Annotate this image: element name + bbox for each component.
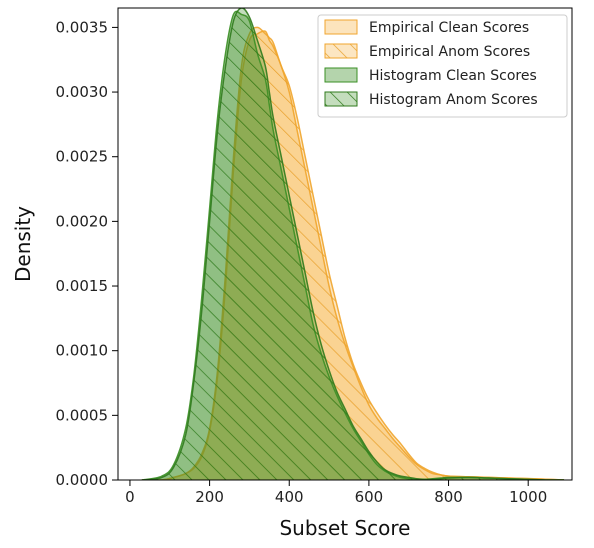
legend: Empirical Clean Scores Empirical Anom Sco… [317, 14, 568, 118]
x-tick-label: 1000 [509, 488, 547, 506]
x-tick-label: 600 [355, 488, 384, 506]
y-axis: 0.0000 0.0005 0.0010 0.0015 0.0020 0.0025 0.00… [56, 18, 118, 489]
y-tick-label: 0.0030 [56, 83, 109, 101]
plot-frame [117, 7, 573, 481]
legend-label: Empirical Clean Scores [369, 20, 529, 36]
x-tick-label: 400 [275, 488, 304, 506]
y-tick-label: 0.0020 [56, 212, 109, 230]
legend-box [317, 14, 568, 118]
y-tick-label: 0.0000 [56, 471, 109, 489]
legend-swatch [324, 91, 358, 107]
y-tick-label: 0.0035 [56, 18, 109, 36]
y-tick-label: 0.0015 [56, 277, 109, 295]
y-tick-label: 0.0010 [56, 342, 109, 360]
y-axis-label: Density [11, 206, 35, 282]
x-axis-label: Subset Score [279, 516, 410, 540]
legend-swatch [324, 43, 358, 59]
legend-swatch [324, 67, 358, 83]
legend-label: Empirical Anom Scores [369, 44, 530, 60]
x-tick-label: 800 [434, 488, 463, 506]
legend-label: Histogram Clean Scores [369, 68, 537, 84]
plot-area [141, 8, 565, 480]
series-line-histogram-anom-scores [141, 8, 565, 480]
y-tick-label: 0.0025 [56, 148, 109, 166]
x-tick-label: 200 [195, 488, 224, 506]
series-area-histogram-anom-scores [141, 8, 565, 480]
y-tick-label: 0.0005 [56, 406, 109, 424]
legend-swatch [324, 19, 358, 35]
x-tick-label: 0 [125, 488, 135, 506]
legend-label: Histogram Anom Scores [369, 92, 538, 108]
x-axis: 0 200 400 600 800 1000 [125, 480, 547, 506]
